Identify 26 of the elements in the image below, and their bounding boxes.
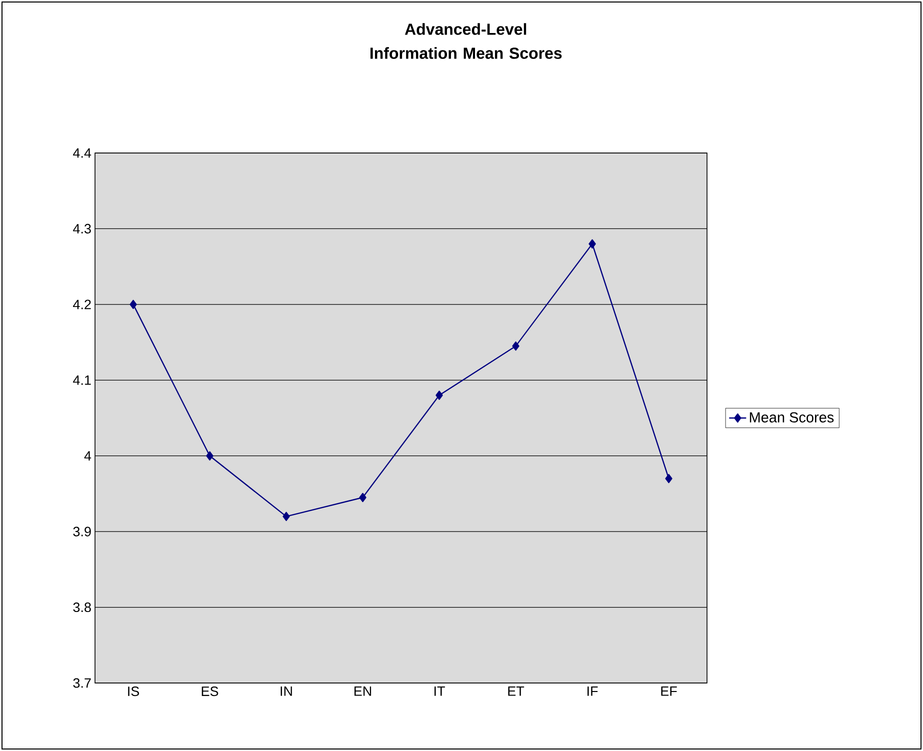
point <box>130 300 137 310</box>
point <box>282 512 290 522</box>
y-tick-label: 4 <box>84 451 92 460</box>
x-tick-label: ES <box>202 686 218 696</box>
point <box>359 492 366 502</box>
point <box>588 239 596 248</box>
point <box>665 474 672 484</box>
x-tick-label: EN <box>354 686 372 696</box>
point <box>206 451 214 460</box>
x-tick-label: IS <box>128 686 140 696</box>
x-tick-label: EF <box>661 686 677 696</box>
legend-label: Mean Scores <box>750 412 834 422</box>
point <box>512 341 520 351</box>
point <box>436 390 443 400</box>
y-tick-label: 4.2 <box>73 300 91 310</box>
x-tick-label: IF <box>588 686 598 696</box>
y-tick-label: 3.8 <box>73 602 91 612</box>
y-tick-label: 3.7 <box>73 678 91 688</box>
y-tick-label: 4.3 <box>73 224 91 234</box>
chart-title: Advanced-Level Information Mean Scores <box>370 23 562 59</box>
y-tick-label: 3.9 <box>73 526 91 536</box>
x-tick-label: IT <box>434 686 445 696</box>
x-tick-label: ET <box>508 686 524 696</box>
x-tick-label: IN <box>280 686 292 696</box>
y-tick-label: 4.4 <box>73 148 92 158</box>
y-tick-label: 4.1 <box>73 376 91 385</box>
